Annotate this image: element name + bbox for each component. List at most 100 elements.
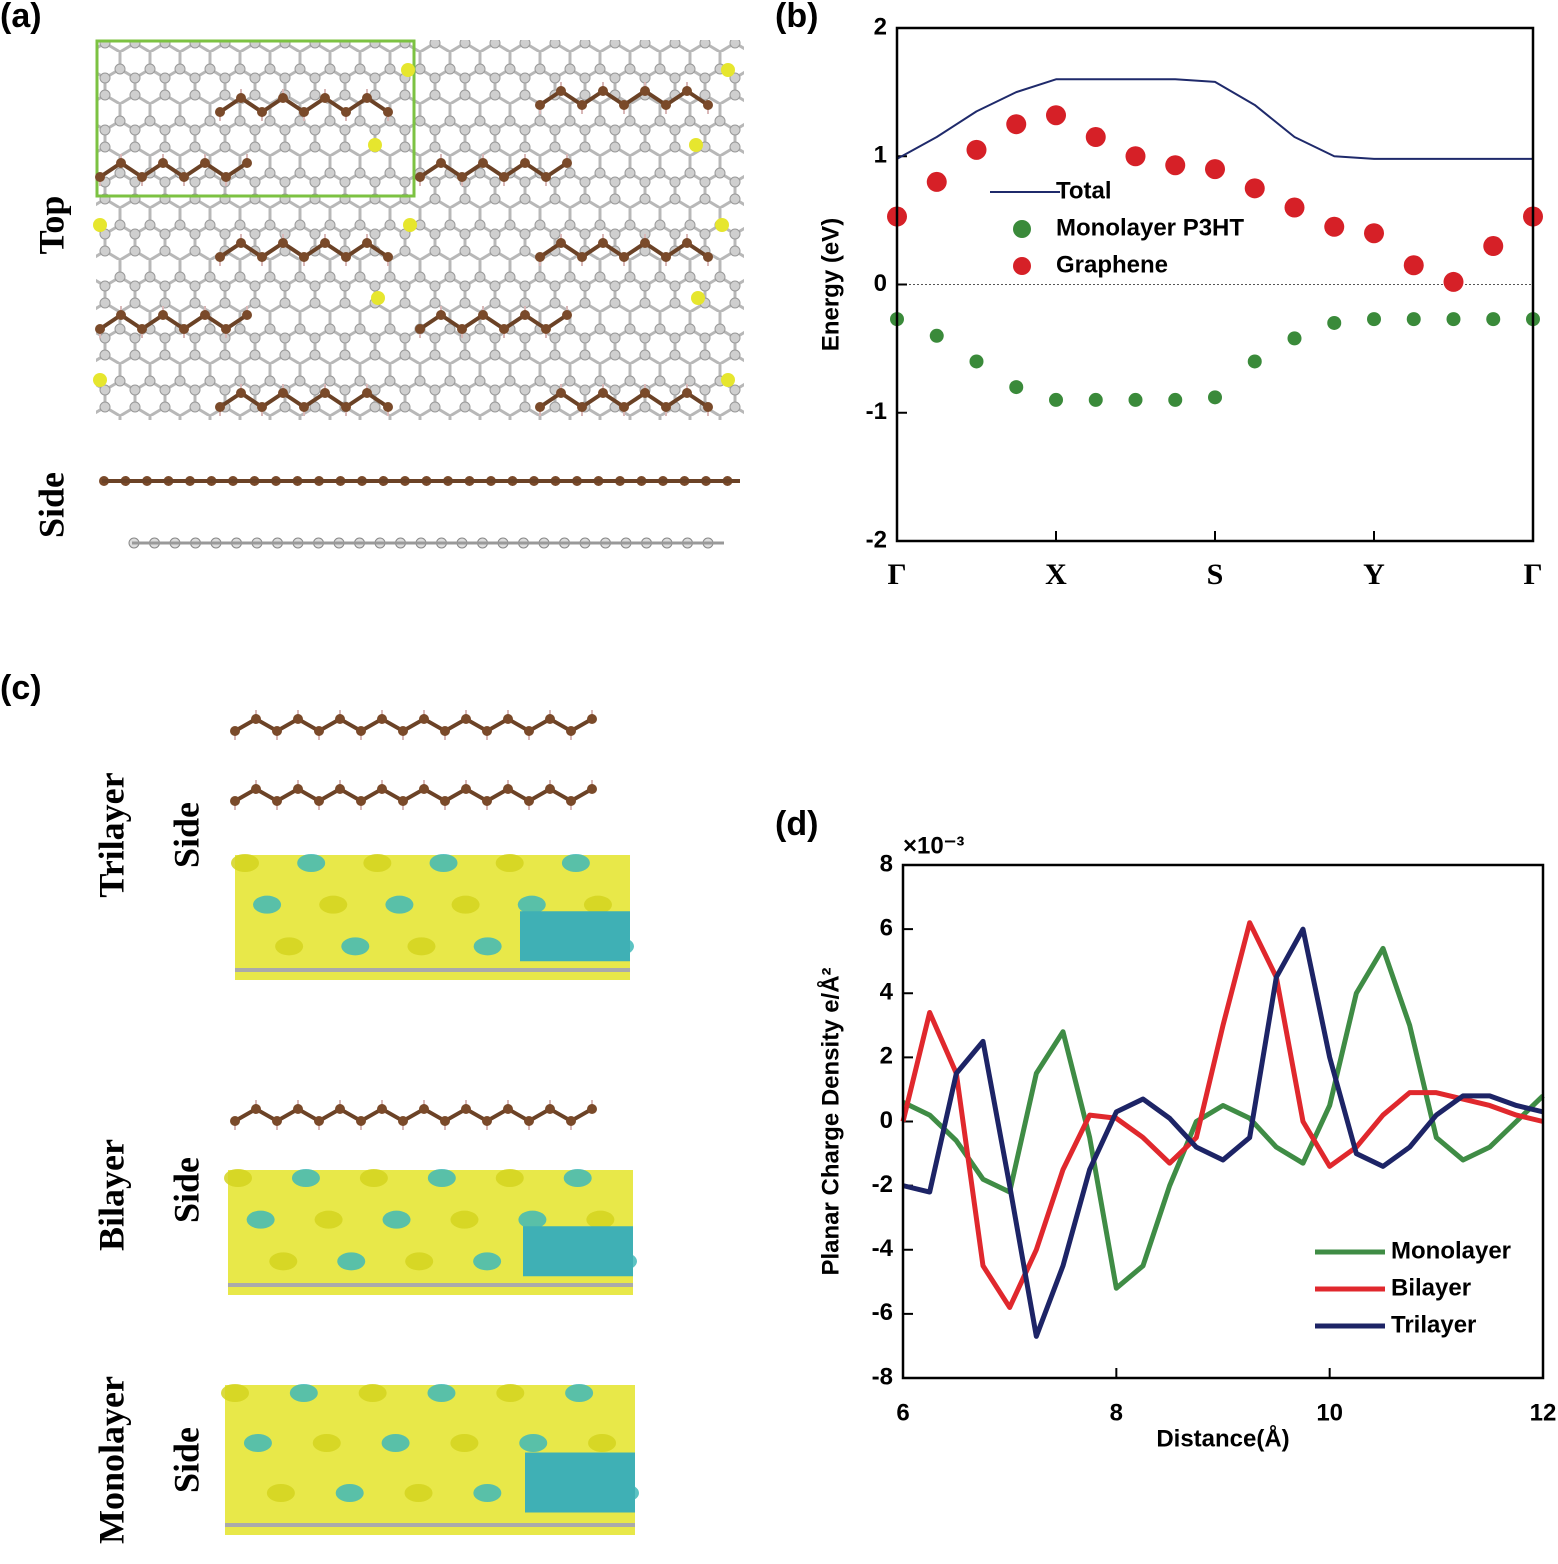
atom <box>545 1104 555 1114</box>
row-label: Monolayer <box>91 1376 131 1544</box>
atom <box>535 100 545 110</box>
iso-blob <box>358 1384 387 1402</box>
y-tick-label: 0 <box>874 270 887 297</box>
atom <box>251 714 261 724</box>
y-tick-label: 1 <box>874 142 887 169</box>
iso-blob <box>266 1484 295 1502</box>
atom <box>457 324 467 334</box>
iso-blob <box>495 1169 524 1187</box>
x-axis-label: Distance(Å) <box>1156 1424 1289 1452</box>
atom <box>703 100 713 110</box>
iso-blob <box>404 1484 433 1502</box>
iso-blob <box>243 1434 272 1452</box>
atom <box>116 158 126 168</box>
iso-blob <box>427 1169 456 1187</box>
atom <box>419 784 429 794</box>
band-point <box>1486 312 1501 327</box>
sulfur <box>691 291 705 305</box>
iso-blob <box>450 1210 479 1229</box>
x-tick-label: 8 <box>1110 1399 1123 1426</box>
atom <box>499 172 509 182</box>
atom <box>440 1116 450 1126</box>
atom <box>598 86 608 96</box>
atom <box>314 726 324 736</box>
atom <box>335 784 345 794</box>
atom <box>478 158 488 168</box>
atom <box>215 252 225 262</box>
atom <box>200 310 210 320</box>
x-tick-label: 12 <box>1530 1399 1557 1426</box>
atom <box>577 252 587 262</box>
atom <box>482 1116 492 1126</box>
iso-blob <box>246 1210 275 1229</box>
iso-blob <box>289 1384 318 1402</box>
atom <box>341 252 351 262</box>
view-label: Side <box>31 472 71 538</box>
band-point <box>929 328 944 343</box>
atom <box>299 252 309 262</box>
atom <box>478 310 488 320</box>
atom <box>682 86 692 96</box>
atom <box>619 252 629 262</box>
atom <box>320 238 330 248</box>
atom <box>556 238 566 248</box>
atom <box>299 402 309 412</box>
sulfur <box>689 138 703 152</box>
atom <box>598 238 608 248</box>
band-point <box>1284 197 1305 218</box>
atom <box>661 402 671 412</box>
atom <box>341 107 351 117</box>
row-label: Trilayer <box>91 772 131 897</box>
bond <box>234 786 593 804</box>
iso-blob <box>253 895 282 914</box>
atom <box>95 324 105 334</box>
y-tick-label: -2 <box>872 1171 893 1198</box>
atom <box>503 784 513 794</box>
y-tick-label: -8 <box>872 1363 893 1390</box>
iso-blob <box>473 1252 502 1271</box>
atom <box>566 796 576 806</box>
atom <box>335 1104 345 1114</box>
legend-marker <box>1013 257 1031 275</box>
band-point <box>1247 354 1262 369</box>
atom <box>230 1116 240 1126</box>
panel-label: (b) <box>775 0 818 35</box>
atom <box>158 158 168 168</box>
panel-label: (d) <box>775 805 818 843</box>
bond <box>234 1106 593 1124</box>
view-label: Side <box>166 1427 206 1493</box>
iso-blob <box>269 1252 298 1271</box>
atom <box>230 796 240 806</box>
atom <box>137 324 147 334</box>
band-point <box>1364 223 1384 244</box>
atom <box>703 402 713 412</box>
iso-blob <box>335 1484 364 1502</box>
atom <box>314 796 324 806</box>
band-point <box>1205 159 1225 180</box>
band-point <box>1046 105 1066 126</box>
atom <box>356 726 366 736</box>
atom <box>587 714 597 724</box>
atom <box>314 1116 324 1126</box>
band-point <box>1446 312 1461 327</box>
atom <box>179 172 189 182</box>
legend-label: Bilayer <box>1391 1274 1471 1301</box>
atom <box>362 388 372 398</box>
sulfur <box>401 63 415 77</box>
atom <box>95 172 105 182</box>
atom <box>257 402 267 412</box>
iso-blob <box>586 1210 615 1229</box>
iso-blob <box>312 1434 341 1452</box>
atom <box>457 172 467 182</box>
iso-blob <box>561 854 590 872</box>
atom <box>545 714 555 724</box>
atom <box>293 1104 303 1114</box>
band-point <box>966 139 987 160</box>
y-axis-label: Energy (eV) <box>817 218 844 351</box>
iso-blob <box>495 854 524 872</box>
band-point <box>1483 236 1504 257</box>
atom <box>682 238 692 248</box>
atom <box>221 172 231 182</box>
band-point <box>1006 114 1027 135</box>
atom <box>236 388 246 398</box>
